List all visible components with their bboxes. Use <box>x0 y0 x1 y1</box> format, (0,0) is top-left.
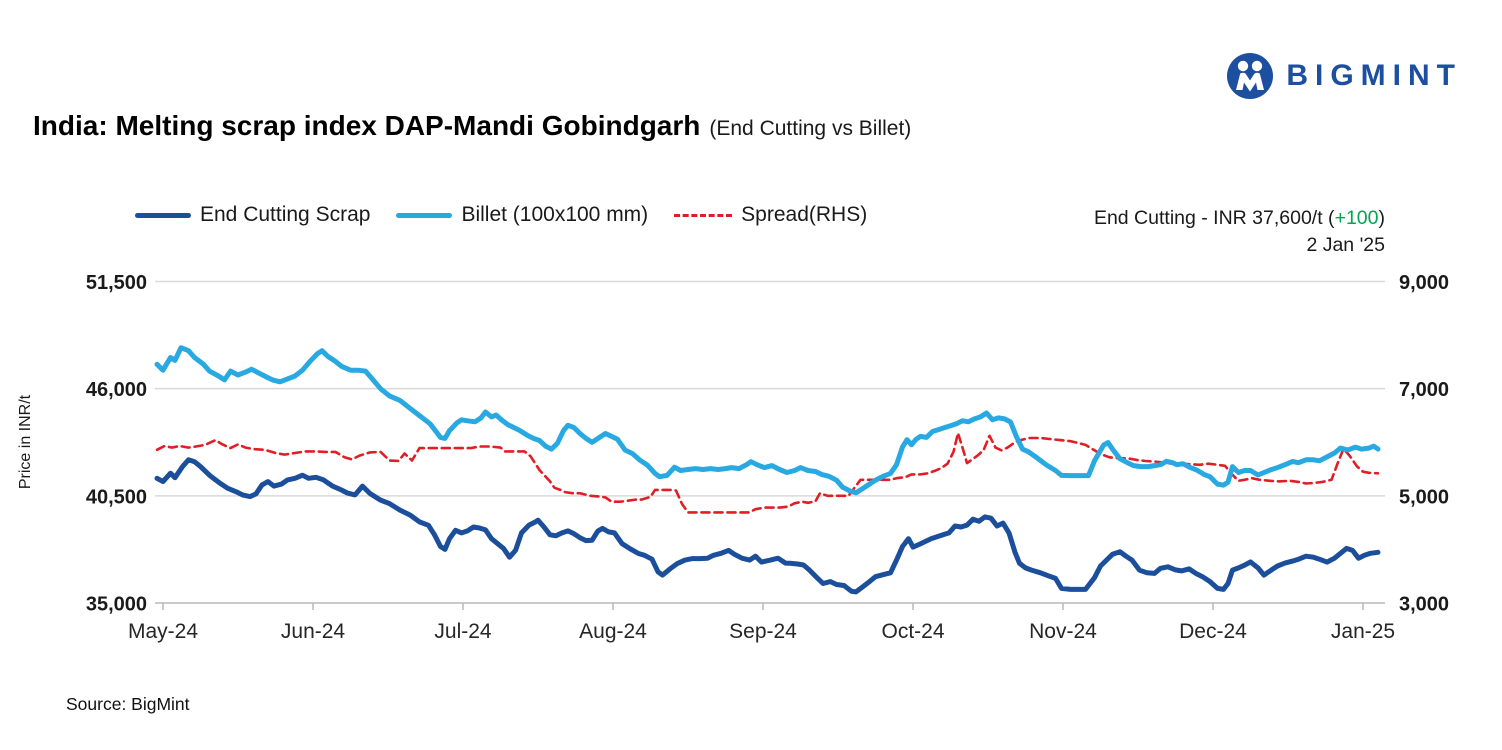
source-note: Source: BigMint <box>66 694 190 714</box>
y-left-tick-label: 40,500 <box>86 486 147 508</box>
legend-label: End Cutting Scrap <box>200 203 371 226</box>
y-axis-title: Price in INR/t <box>17 394 34 489</box>
title-main: India: Melting scrap index DAP-Mandi Gob… <box>33 110 701 141</box>
x-axis-month-label: Aug-24 <box>579 620 647 643</box>
legend-item-end-cutting: End Cutting Scrap <box>135 203 370 227</box>
legend-label: Billet (100x100 mm) <box>461 203 649 226</box>
y-right-tick-label: 3,000 <box>1399 594 1449 616</box>
billet-swatch-icon <box>396 212 453 218</box>
y-right-tick-label: 7,000 <box>1399 379 1449 401</box>
title-sub: (End Cutting vs Billet) <box>709 117 912 140</box>
x-axis-month-label: May-24 <box>128 620 198 643</box>
y-left-tick-label: 35,000 <box>86 594 147 616</box>
x-axis-month-label: Dec-24 <box>1179 620 1247 643</box>
annotation-line1: End Cutting - INR 37,600/t (+100) <box>1093 207 1385 229</box>
x-axis-month-label: Nov-24 <box>1029 620 1097 643</box>
x-axis-month-label: Jul-24 <box>434 620 492 643</box>
x-axis-month-label: Jan-25 <box>1331 620 1395 643</box>
legend-item-billet: Billet (100x100 mm) <box>396 203 648 227</box>
bigmint-logo-text: BIGMINT <box>1286 59 1462 92</box>
legend-label: Spread(RHS) <box>741 203 868 226</box>
series-line-billet-100x100-mm <box>154 345 1381 496</box>
y-right-tick-label: 5,000 <box>1399 486 1449 508</box>
page-title: India: Melting scrap index DAP-Mandi Gob… <box>33 110 911 142</box>
bigmint-logo-icon <box>1226 52 1274 100</box>
bigmint-logo: BIGMINT <box>1226 52 1462 100</box>
chart-legend: End Cutting Scrap Billet (100x100 mm) Sp… <box>135 203 867 227</box>
x-axis-month-label: Oct-24 <box>881 620 944 643</box>
price-change-value: +100 <box>1334 207 1379 229</box>
spread-swatch-icon <box>674 213 733 217</box>
annotation-date: 2 Jan '25 <box>1306 233 1385 256</box>
series-line-end-cutting-scrap <box>154 457 1381 595</box>
legend-item-spread: Spread(RHS) <box>674 203 867 227</box>
y-left-tick-label: 51,500 <box>86 272 147 294</box>
y-left-tick-label: 46,000 <box>86 379 147 401</box>
x-axis-month-label: Sep-24 <box>729 620 797 643</box>
series-line-spread-rhs <box>155 431 1380 514</box>
latest-price-annotation: End Cutting - INR 37,600/t (+100) 2 Jan … <box>1094 205 1385 259</box>
y-right-tick-label: 9,000 <box>1399 272 1449 294</box>
end-cutting-swatch-icon <box>135 212 191 218</box>
x-axis-month-label: Jun-24 <box>281 620 346 643</box>
